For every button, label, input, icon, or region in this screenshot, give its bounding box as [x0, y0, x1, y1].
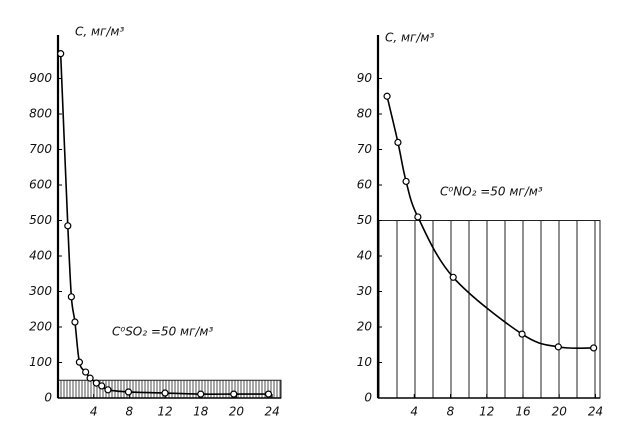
y-tick-label: 200	[29, 320, 52, 334]
point	[124, 388, 133, 396]
x-tick-label: 12	[479, 405, 494, 419]
y-tick-label: 70	[357, 142, 373, 156]
point	[230, 390, 238, 398]
point	[82, 368, 90, 376]
x-tick-label: 4	[410, 405, 418, 419]
x-tick-label: 16	[515, 405, 531, 419]
x-tick-label: 8	[126, 405, 134, 419]
x-tick-label: 20	[229, 405, 245, 419]
point	[161, 389, 169, 397]
curve	[386, 96, 594, 350]
point	[86, 374, 94, 382]
point	[264, 390, 273, 398]
x-tick-label: 8	[447, 405, 455, 419]
y-tick-label: 0	[364, 391, 372, 405]
annotation: C⁰SO₂ =50 мг/м³	[112, 325, 213, 339]
y-tick-label: 900	[29, 71, 52, 85]
y-tick-label: 30	[357, 284, 373, 298]
y-tick-label: 50	[357, 213, 373, 227]
x-tick-label: 4	[90, 405, 98, 419]
y-axis-label: C, мг/м³	[75, 25, 124, 39]
y-tick-label: 300	[29, 284, 52, 298]
point	[71, 318, 79, 326]
y-tick-label: 60	[357, 178, 373, 192]
x-tick-label: 18	[193, 405, 209, 419]
point	[67, 293, 75, 301]
point	[590, 344, 598, 352]
x-tick-label: 20	[552, 405, 568, 419]
x-tick-label: 24	[264, 405, 279, 419]
annotation: C⁰NO₂ =50 мг/м³	[440, 185, 543, 199]
x-tick-label: 12	[157, 405, 172, 419]
point	[92, 379, 100, 387]
y-tick-label: 500	[29, 213, 52, 227]
point	[394, 138, 402, 146]
y-tick-label: 700	[29, 142, 52, 156]
point	[554, 343, 562, 351]
point	[383, 92, 391, 100]
x-tick-label: 24	[588, 405, 603, 419]
point	[197, 390, 205, 398]
y-tick-label: 600	[29, 178, 52, 192]
y-tick-label: 100	[29, 355, 52, 369]
y-axis-label: C, мг/м³	[385, 31, 434, 45]
point	[64, 222, 72, 230]
y-tick-label: 20	[357, 320, 373, 334]
y-tick-label: 40	[357, 249, 373, 263]
y-tick-label: 0	[44, 391, 52, 405]
point	[98, 382, 106, 390]
y-tick-label: 80	[357, 107, 373, 121]
y-tick-label: 400	[29, 249, 52, 263]
threshold-band	[57, 379, 282, 399]
point	[104, 386, 112, 394]
y-tick-label: 90	[357, 71, 373, 85]
point	[75, 358, 84, 366]
point	[402, 177, 410, 186]
point	[414, 213, 422, 221]
point	[57, 50, 65, 58]
y-tick-label: 10	[357, 355, 373, 369]
y-tick-label: 800	[29, 107, 52, 121]
point	[449, 273, 457, 281]
point	[518, 330, 526, 338]
